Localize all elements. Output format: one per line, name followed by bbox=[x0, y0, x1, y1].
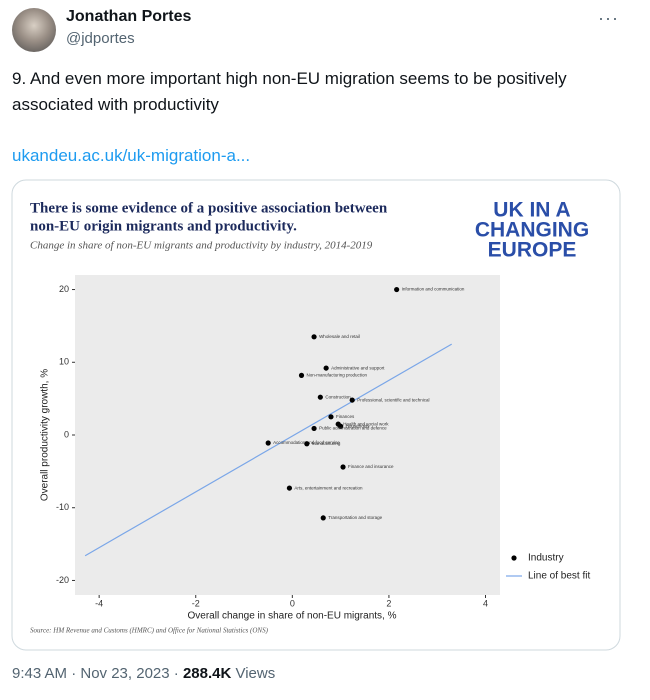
y-tick-label: -10 bbox=[56, 502, 69, 512]
point-label: Information and communication bbox=[402, 287, 465, 292]
fit-line bbox=[84, 343, 453, 557]
point bbox=[311, 425, 317, 432]
point bbox=[349, 397, 355, 403]
timestamp[interactable]: 9:43 AM · Nov 23, 2023 · bbox=[12, 665, 183, 682]
logo: EUROPE bbox=[488, 239, 577, 262]
point bbox=[394, 286, 400, 293]
point bbox=[286, 485, 293, 491]
point bbox=[311, 334, 317, 340]
x-tick-label: -4 bbox=[95, 598, 103, 608]
point bbox=[265, 440, 271, 446]
more-menu[interactable]: ··· bbox=[598, 8, 619, 28]
legend-label: Line of best fit bbox=[528, 571, 590, 582]
y-tick-label: 0 bbox=[64, 429, 69, 439]
chart-subtitle: Change in share of non-EU migrants and p… bbox=[30, 240, 373, 252]
author-handle[interactable]: @jdportes bbox=[66, 30, 135, 47]
legend-marker bbox=[511, 555, 517, 561]
point bbox=[323, 365, 329, 371]
author-name[interactable]: Jonathan Portes bbox=[66, 8, 192, 25]
point bbox=[317, 394, 323, 400]
logo: UK IN A bbox=[493, 199, 570, 222]
point-label: Non-manufacturing production bbox=[307, 373, 368, 378]
x-tick-label: -2 bbox=[192, 598, 200, 608]
x-tick-label: 2 bbox=[386, 598, 391, 608]
chart-title: There is some evidence of a positive ass… bbox=[30, 200, 388, 216]
point bbox=[304, 441, 310, 447]
views-label: Views bbox=[235, 665, 276, 682]
x-tick-label: 4 bbox=[483, 598, 488, 608]
chart-title: non-EU origin migrants and productivity. bbox=[30, 218, 297, 234]
point bbox=[320, 515, 326, 521]
point-label: Households bbox=[346, 423, 371, 428]
point bbox=[328, 414, 334, 420]
point bbox=[298, 372, 305, 378]
x-tick-label: 0 bbox=[290, 598, 295, 608]
point-label: Arts, entertainment and recreation bbox=[294, 485, 363, 490]
point-label: Transportation and storage bbox=[328, 515, 382, 520]
logo: CHANGING bbox=[475, 219, 589, 242]
point-label: Health and social work bbox=[343, 421, 389, 426]
point-label: Wholesale and retail bbox=[319, 334, 360, 339]
tweet-meta: 9:43 AM · Nov 23, 2023 · 288.4K Views bbox=[12, 665, 275, 682]
y-tick-label: -20 bbox=[56, 575, 69, 585]
point bbox=[340, 464, 346, 470]
legend-label: Industry bbox=[528, 553, 564, 564]
point-label: Construction bbox=[325, 394, 351, 399]
plot-area bbox=[75, 275, 500, 595]
y-tick-label: 10 bbox=[59, 357, 69, 367]
source: Source: HM Revenue and Customs (HMRC) an… bbox=[30, 627, 269, 635]
point bbox=[338, 423, 344, 429]
y-tick-label: 20 bbox=[59, 284, 69, 294]
link[interactable]: ukandeu.ac.uk/uk-migration-a... bbox=[12, 146, 251, 165]
tweet-text: 9. And even more important high non-EU m… bbox=[12, 69, 567, 114]
point-label: Finance and insurance bbox=[348, 464, 394, 469]
point-label: Professional, scientific and technical bbox=[357, 397, 429, 402]
avatar[interactable] bbox=[12, 8, 56, 52]
x-axis-label: Overall change in share of non-EU migran… bbox=[188, 611, 397, 622]
point-label: Administrative and support bbox=[331, 365, 385, 370]
point-label: Manufacturing bbox=[312, 441, 341, 446]
view-count: 288.4K bbox=[182, 665, 232, 682]
point-label: Public administration and defence bbox=[319, 426, 387, 431]
y-axis-label: Overall productivity growth, % bbox=[40, 369, 51, 501]
point-label: Finances bbox=[336, 414, 355, 419]
